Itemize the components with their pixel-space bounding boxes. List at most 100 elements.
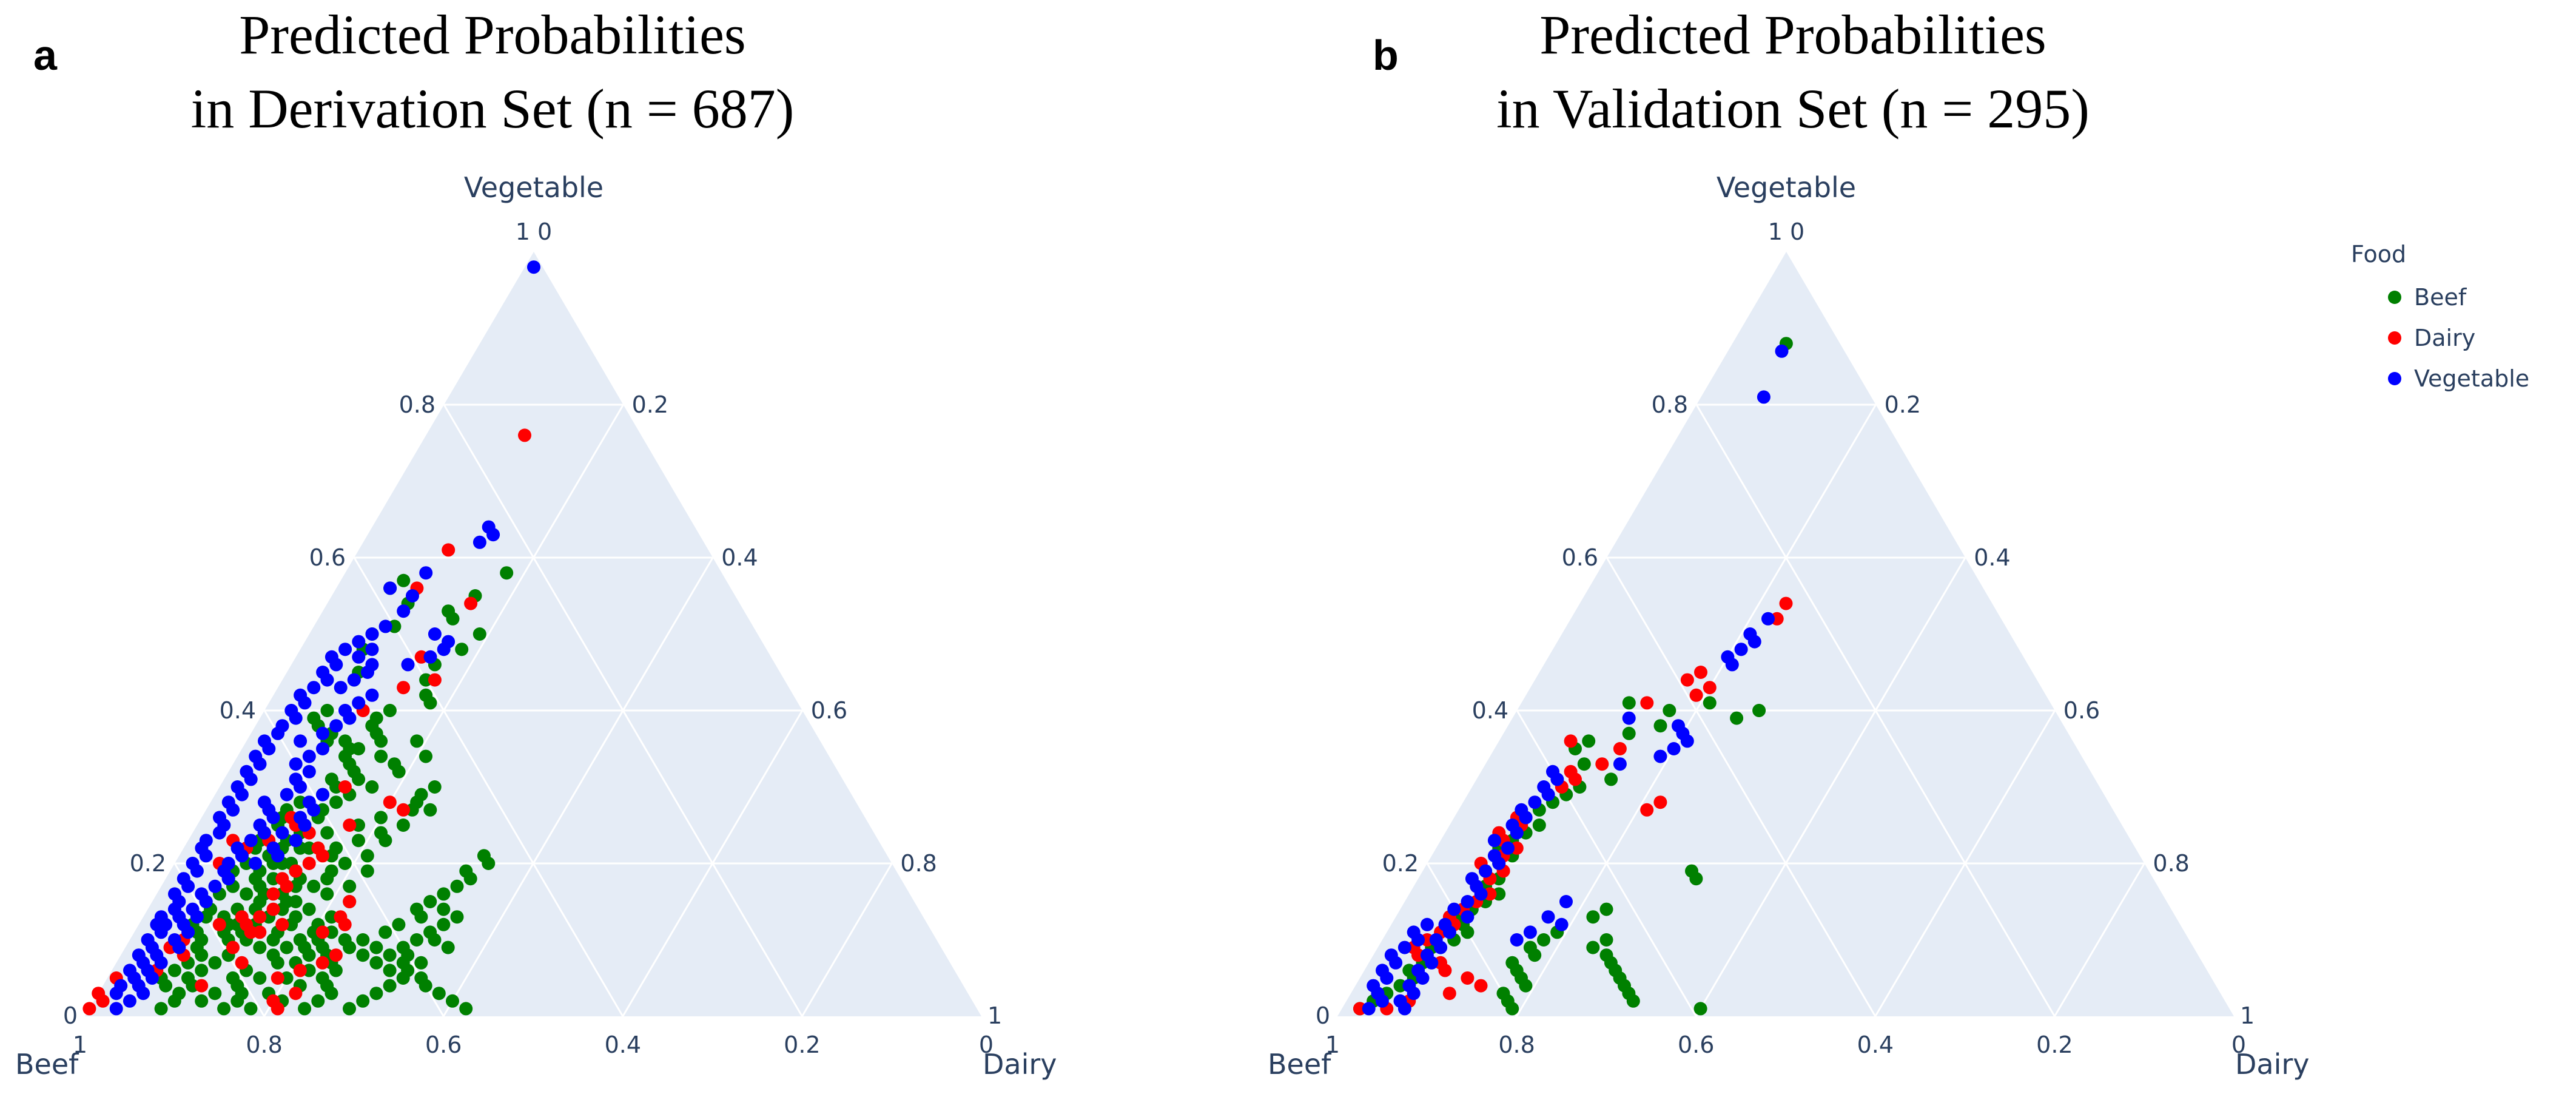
point-vegetable [343, 711, 357, 725]
point-vegetable [177, 872, 190, 886]
point-vegetable [1442, 925, 1456, 939]
point-vegetable [1461, 910, 1475, 924]
point-vegetable [294, 734, 308, 748]
point-vegetable [249, 749, 263, 763]
point-beef [195, 994, 209, 1008]
panel-b-right-tick: 0.4 [1974, 544, 2010, 571]
point-beef [1461, 925, 1475, 939]
point-vegetable [1775, 344, 1789, 358]
point-beef [311, 994, 325, 1008]
point-vegetable [1523, 925, 1537, 939]
point-beef [167, 964, 181, 977]
point-dairy [428, 673, 442, 687]
point-vegetable [123, 964, 136, 977]
point-beef [1599, 902, 1613, 916]
point-beef [360, 849, 374, 863]
point-vegetable [302, 765, 316, 778]
panel-a-bottom-tick: 0.6 [425, 1031, 462, 1058]
point-dairy [329, 948, 343, 962]
panel-a-corner-top: 1 0 [516, 218, 552, 245]
legend-label-dairy: Dairy [2414, 325, 2475, 351]
point-dairy [195, 979, 209, 993]
panel-a-corner-left-zero: 0 [63, 1002, 78, 1029]
point-vegetable [294, 688, 308, 702]
point-dairy [1680, 673, 1694, 687]
point-beef [410, 734, 424, 748]
point-beef [392, 765, 406, 778]
point-beef [396, 819, 410, 832]
legend-item-dairy[interactable]: Dairy [2388, 325, 2475, 351]
point-vegetable [235, 849, 249, 863]
point-vegetable [1541, 910, 1555, 924]
panel-a-bottom-tick: 0.2 [784, 1031, 820, 1058]
panel-a-bottom-tick: 0.8 [246, 1031, 282, 1058]
legend-item-vegetable[interactable]: Vegetable [2388, 365, 2529, 392]
point-beef [383, 979, 397, 993]
point-vegetable [329, 719, 343, 733]
panel-b-bottom-tick: 0.6 [1678, 1031, 1714, 1058]
point-vegetable [307, 681, 321, 695]
point-vegetable [437, 643, 451, 657]
point-vegetable [527, 260, 540, 274]
point-dairy [1569, 772, 1582, 786]
point-vegetable [316, 788, 329, 802]
point-beef [1505, 1002, 1519, 1016]
point-beef [500, 566, 514, 580]
point-vegetable [1734, 643, 1748, 657]
point-beef [167, 994, 181, 1008]
point-beef [298, 1002, 312, 1016]
panel-a-corner-left-one: 1 [73, 1031, 87, 1058]
point-beef [360, 864, 374, 878]
point-dairy [1689, 688, 1703, 702]
panel-a-corner-right-one: 1 [987, 1002, 1002, 1029]
point-vegetable [145, 971, 159, 985]
point-beef [253, 971, 267, 985]
gridline-beef [1606, 557, 1877, 1017]
panel-a-left-tick: 0.4 [220, 697, 256, 724]
point-vegetable [316, 742, 329, 755]
point-vegetable [199, 834, 213, 848]
point-beef [419, 688, 433, 702]
point-beef [217, 1002, 231, 1016]
legend-marker-vegetable [2388, 372, 2401, 385]
point-beef [343, 1002, 356, 1016]
gridline-dairy [801, 863, 893, 1017]
point-vegetable [186, 857, 200, 870]
point-beef [1519, 979, 1533, 993]
point-dairy [96, 994, 110, 1008]
panel-letter-b: b [1373, 32, 1399, 79]
point-vegetable [213, 811, 226, 825]
panel-b-bottom-tick: 0.4 [1857, 1031, 1894, 1058]
point-dairy [271, 1002, 284, 1016]
point-dairy [289, 864, 303, 878]
point-beef [208, 956, 222, 970]
panel-b-corner-top: 1 0 [1768, 218, 1804, 245]
point-dairy [302, 857, 316, 870]
point-dairy [1613, 742, 1627, 755]
point-vegetable [1667, 742, 1681, 755]
point-vegetable [1384, 948, 1398, 962]
legend-item-beef[interactable]: Beef [2388, 284, 2467, 311]
point-vegetable [1555, 917, 1569, 931]
point-beef [1528, 948, 1542, 962]
point-beef [459, 864, 473, 878]
point-vegetable [383, 581, 397, 595]
panel-b-top-axis-title: Vegetable [1717, 171, 1856, 204]
point-beef [446, 994, 459, 1008]
point-dairy [464, 596, 478, 610]
point-beef [320, 826, 334, 840]
panel-b-right-tick: 0.8 [2153, 850, 2189, 877]
point-beef [472, 627, 486, 641]
point-vegetable [1461, 895, 1475, 908]
point-vegetable [266, 811, 280, 825]
point-beef [401, 964, 415, 977]
point-vegetable [240, 765, 254, 778]
point-beef [1653, 719, 1667, 733]
point-vegetable [1362, 1002, 1376, 1016]
point-beef [365, 780, 379, 794]
point-beef [437, 887, 451, 901]
point-vegetable [230, 780, 244, 794]
point-dairy [1461, 971, 1475, 985]
panel-b-right-tick: 0.6 [2063, 697, 2100, 724]
